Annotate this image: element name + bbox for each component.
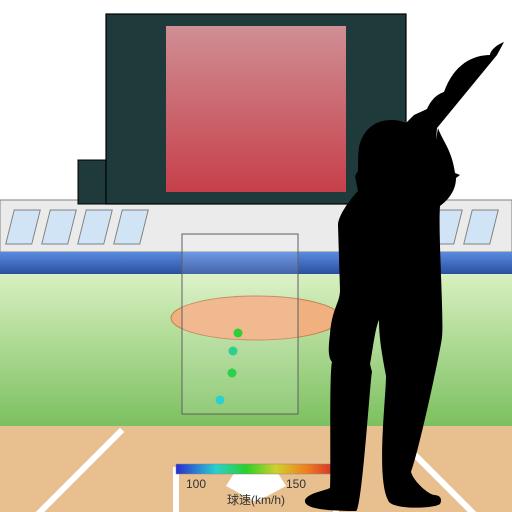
scoreboard-wing-left bbox=[78, 160, 106, 204]
pitch-point bbox=[228, 369, 237, 378]
pitch-point bbox=[234, 329, 243, 338]
strike-zone bbox=[182, 234, 298, 414]
scoreboard-screen bbox=[166, 26, 346, 192]
scene-svg: 100 150球速(km/h) bbox=[0, 0, 512, 512]
pitch-point bbox=[216, 396, 225, 405]
pitch-location-diagram: 100 150球速(km/h) bbox=[0, 0, 512, 512]
legend-tick-label: 100 bbox=[186, 477, 206, 491]
legend-label: 球速(km/h) bbox=[227, 493, 285, 507]
legend-tick-label: 150 bbox=[286, 477, 306, 491]
pitch-point bbox=[229, 347, 238, 356]
